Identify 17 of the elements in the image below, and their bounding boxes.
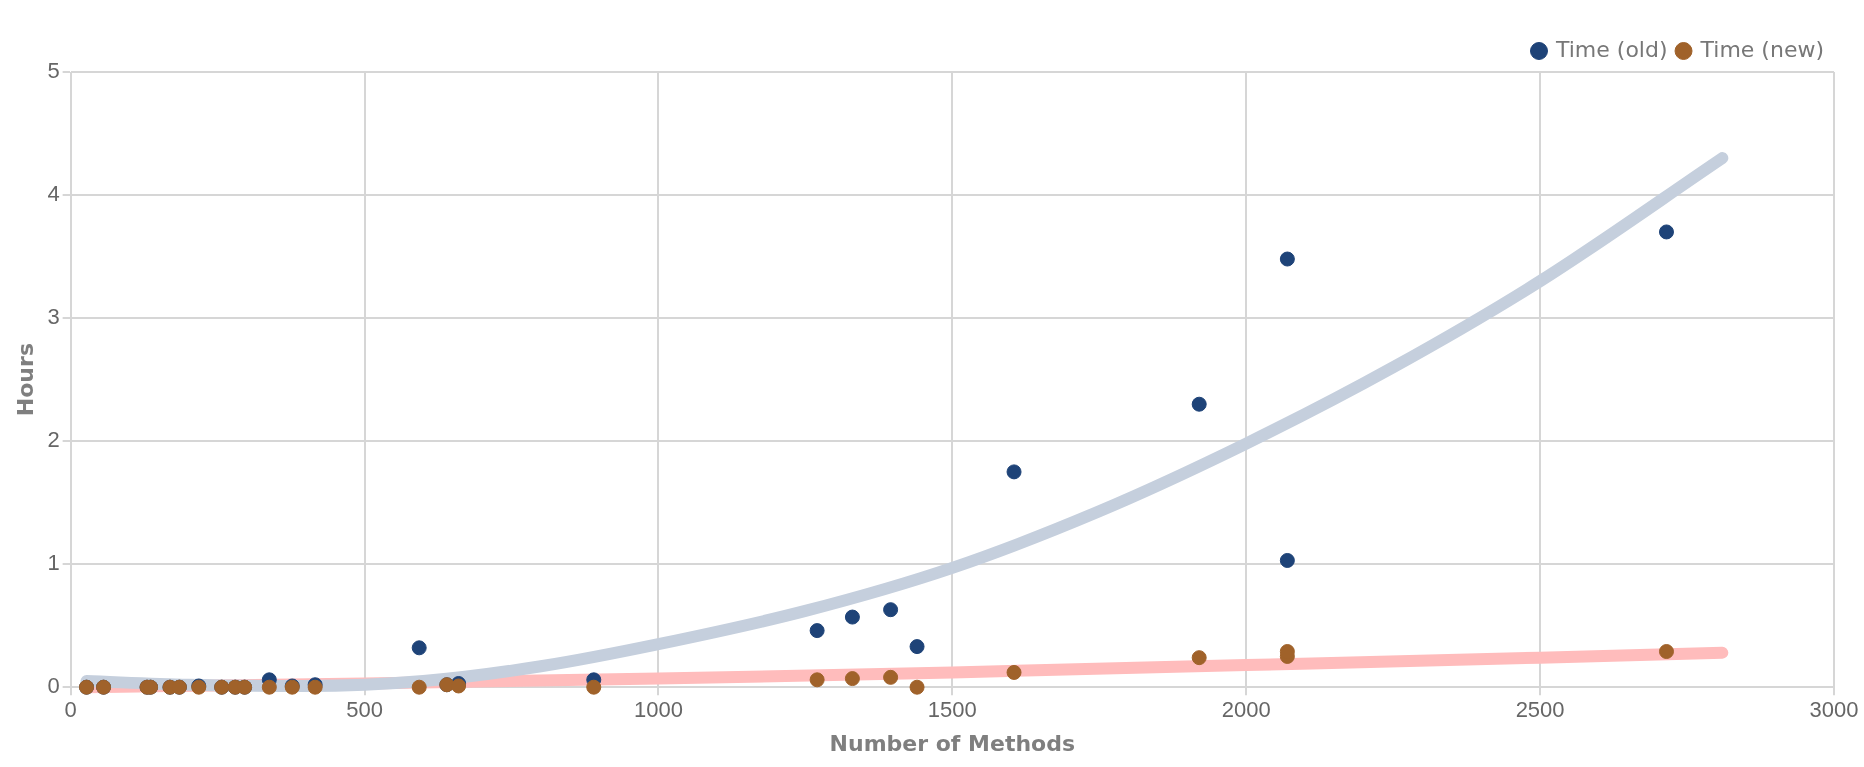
x-tick-label: 1500 xyxy=(927,697,977,723)
x-tick-label: 2500 xyxy=(1515,697,1565,723)
x-tick-label: 1000 xyxy=(633,697,683,723)
y-tick-label: 5 xyxy=(47,58,60,84)
x-tick-label: 500 xyxy=(346,697,383,723)
legend-label: Time (new) xyxy=(1699,36,1825,62)
y-axis-title: Hours xyxy=(12,343,38,417)
x-tick-label: 0 xyxy=(64,697,77,723)
x-axis-title: Number of Methods xyxy=(829,730,1076,756)
x-tick-label: 3000 xyxy=(1809,697,1859,723)
y-tick-label: 1 xyxy=(47,550,60,576)
legend-label: Time (old) xyxy=(1554,36,1668,62)
y-tick-label: 0 xyxy=(47,673,60,699)
y-tick-label: 4 xyxy=(47,181,60,207)
x-tick-label: 2000 xyxy=(1221,697,1271,723)
y-tick-label: 3 xyxy=(47,304,60,330)
y-tick-label: 2 xyxy=(47,427,60,453)
